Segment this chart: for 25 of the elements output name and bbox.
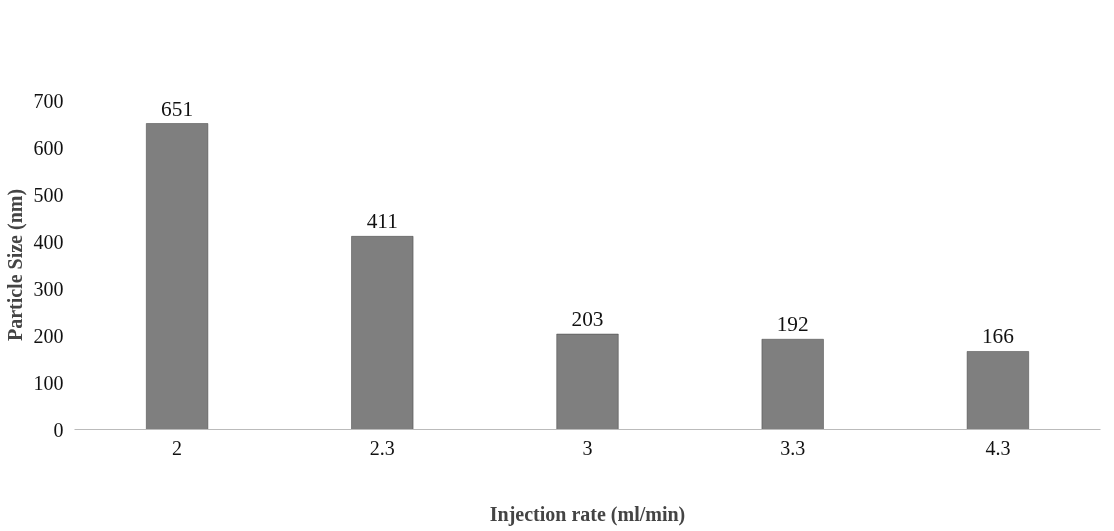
y-tick-label: 300 [33, 277, 64, 300]
x-tick-label: 3 [582, 436, 593, 459]
y-tick-label: 500 [33, 183, 64, 206]
x-tick-label: 2 [172, 436, 183, 459]
x-axis-title: Injection rate (ml/min) [489, 502, 686, 526]
data-label: 192 [776, 312, 809, 337]
y-tick-label: 0 [53, 418, 64, 441]
bar [761, 339, 824, 430]
y-tick-label: 400 [33, 230, 64, 253]
data-label: 166 [981, 324, 1015, 349]
bar [146, 123, 209, 430]
bar [556, 333, 619, 430]
x-tick-label: 2.3 [369, 436, 395, 459]
x-tick-label: 4.3 [985, 436, 1011, 459]
data-label: 203 [571, 307, 604, 332]
y-tick-label: 700 [33, 89, 64, 112]
x-tick-label: 3.3 [780, 436, 806, 459]
y-tick-label: 200 [33, 324, 64, 347]
data-label: 411 [366, 209, 398, 234]
bar [966, 351, 1029, 430]
y-tick-label: 100 [33, 371, 64, 394]
data-label: 651 [161, 96, 194, 121]
bar [351, 236, 414, 430]
y-tick-label: 600 [33, 136, 64, 159]
y-axis-title: Particle Size (nm) [3, 188, 27, 342]
